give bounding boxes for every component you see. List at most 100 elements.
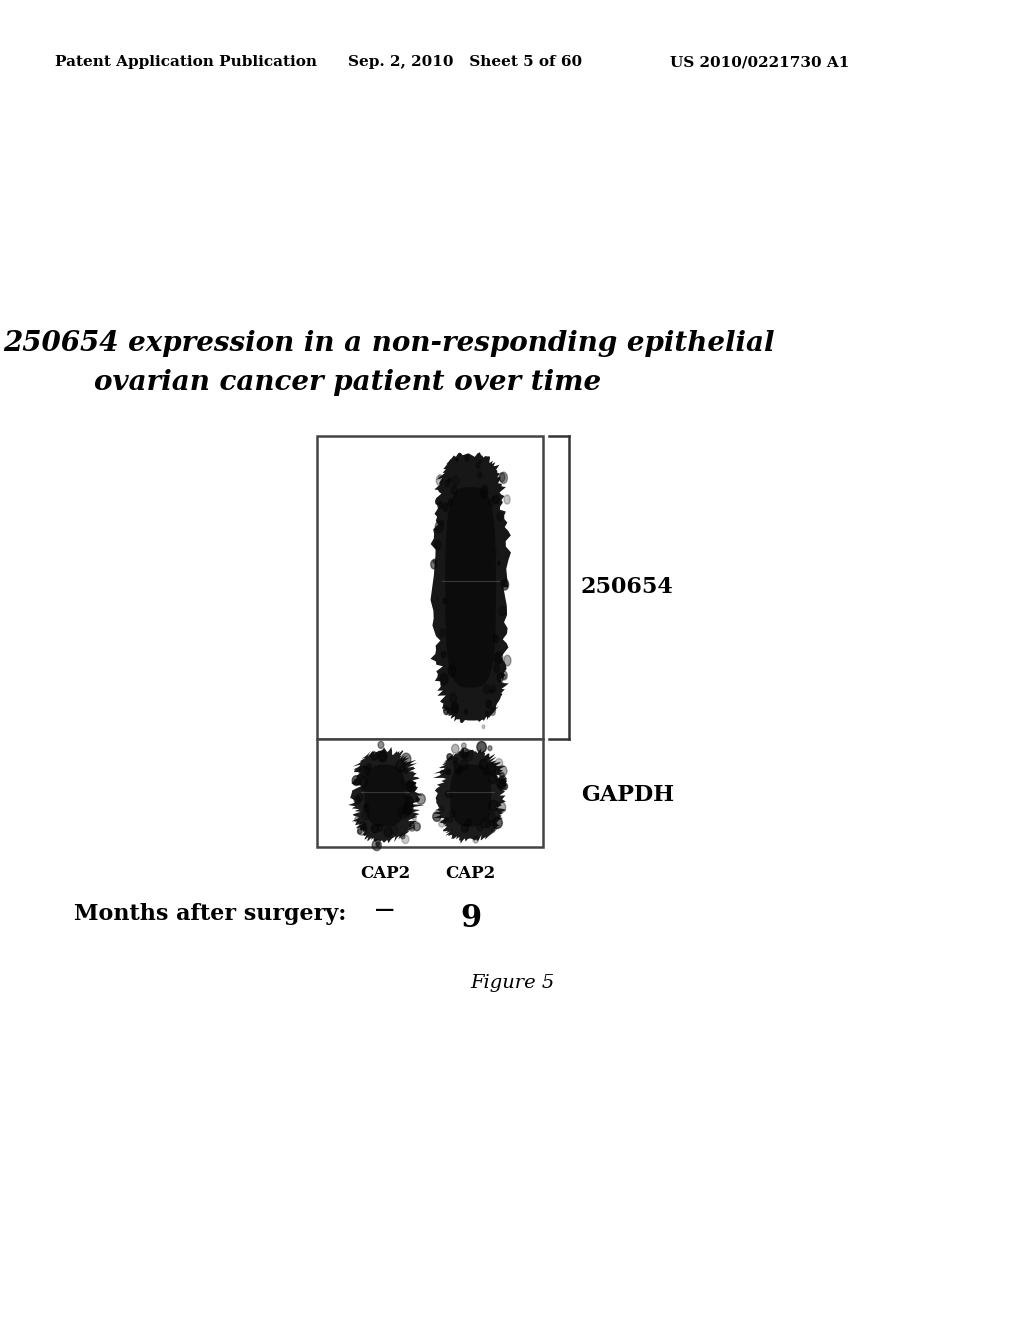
Ellipse shape — [479, 459, 481, 463]
Ellipse shape — [449, 665, 456, 676]
Ellipse shape — [497, 777, 506, 788]
Ellipse shape — [401, 836, 409, 843]
Ellipse shape — [460, 760, 468, 770]
Text: 250654: 250654 — [581, 577, 674, 598]
Ellipse shape — [356, 793, 362, 801]
Ellipse shape — [452, 486, 457, 495]
Ellipse shape — [417, 793, 425, 804]
Ellipse shape — [493, 772, 497, 777]
Ellipse shape — [410, 824, 415, 829]
Ellipse shape — [438, 807, 443, 812]
Ellipse shape — [499, 473, 505, 482]
Ellipse shape — [414, 822, 420, 830]
Ellipse shape — [473, 837, 478, 843]
Ellipse shape — [401, 754, 411, 764]
Ellipse shape — [497, 803, 506, 813]
Ellipse shape — [379, 752, 387, 762]
Ellipse shape — [352, 776, 360, 785]
Ellipse shape — [440, 673, 447, 685]
Ellipse shape — [384, 828, 392, 837]
Ellipse shape — [433, 812, 440, 821]
Ellipse shape — [495, 550, 497, 553]
Ellipse shape — [485, 755, 488, 759]
Ellipse shape — [466, 820, 471, 826]
Ellipse shape — [359, 777, 367, 787]
Ellipse shape — [453, 762, 457, 766]
Ellipse shape — [485, 711, 488, 715]
Polygon shape — [365, 764, 406, 826]
Ellipse shape — [378, 750, 387, 760]
Ellipse shape — [371, 752, 378, 760]
Ellipse shape — [412, 814, 417, 820]
Ellipse shape — [486, 700, 492, 708]
Ellipse shape — [410, 825, 415, 832]
Ellipse shape — [492, 496, 495, 500]
Ellipse shape — [406, 796, 409, 800]
Ellipse shape — [461, 748, 469, 758]
Ellipse shape — [485, 821, 490, 828]
Ellipse shape — [498, 780, 506, 791]
Ellipse shape — [436, 597, 438, 599]
Bar — [317, 436, 543, 739]
Ellipse shape — [480, 817, 489, 828]
Ellipse shape — [495, 652, 503, 664]
Ellipse shape — [504, 495, 510, 504]
Ellipse shape — [496, 759, 503, 767]
Ellipse shape — [376, 842, 380, 846]
Ellipse shape — [361, 825, 367, 832]
Ellipse shape — [406, 781, 413, 791]
Ellipse shape — [478, 764, 482, 770]
Ellipse shape — [482, 725, 484, 729]
Text: Months after surgery:: Months after surgery: — [74, 903, 346, 925]
Text: GAPDH: GAPDH — [581, 784, 674, 807]
Ellipse shape — [503, 675, 506, 678]
Text: US 2010/0221730 A1: US 2010/0221730 A1 — [670, 55, 849, 69]
Text: Figure 5: Figure 5 — [470, 974, 554, 993]
Ellipse shape — [494, 635, 499, 643]
Ellipse shape — [443, 706, 450, 714]
Ellipse shape — [408, 780, 414, 788]
Ellipse shape — [449, 499, 453, 506]
Ellipse shape — [483, 685, 489, 694]
Bar — [317, 739, 543, 847]
Ellipse shape — [445, 480, 450, 487]
Ellipse shape — [465, 455, 469, 461]
Ellipse shape — [372, 824, 379, 833]
Ellipse shape — [498, 673, 503, 682]
Ellipse shape — [406, 801, 413, 810]
Ellipse shape — [455, 764, 463, 775]
Ellipse shape — [488, 800, 498, 812]
Ellipse shape — [476, 462, 480, 469]
Ellipse shape — [361, 785, 365, 791]
Ellipse shape — [452, 706, 458, 715]
Ellipse shape — [437, 502, 442, 508]
Ellipse shape — [354, 796, 360, 804]
Ellipse shape — [449, 817, 453, 822]
Ellipse shape — [398, 808, 408, 818]
Ellipse shape — [494, 635, 497, 640]
Ellipse shape — [402, 804, 412, 814]
Ellipse shape — [504, 655, 511, 665]
Polygon shape — [348, 747, 424, 843]
Ellipse shape — [486, 763, 497, 775]
Ellipse shape — [441, 651, 445, 657]
Ellipse shape — [490, 708, 496, 715]
Ellipse shape — [445, 770, 450, 775]
Ellipse shape — [454, 763, 461, 772]
Ellipse shape — [444, 818, 447, 822]
Ellipse shape — [445, 791, 451, 797]
Ellipse shape — [477, 742, 486, 752]
Ellipse shape — [498, 766, 507, 776]
Ellipse shape — [493, 817, 503, 829]
Ellipse shape — [407, 781, 416, 792]
Ellipse shape — [400, 766, 406, 772]
Ellipse shape — [490, 685, 496, 693]
Ellipse shape — [390, 825, 397, 834]
Ellipse shape — [365, 767, 370, 774]
Ellipse shape — [436, 475, 443, 486]
Ellipse shape — [494, 664, 500, 673]
Ellipse shape — [438, 820, 444, 828]
Ellipse shape — [487, 812, 495, 821]
Ellipse shape — [477, 824, 483, 832]
Ellipse shape — [449, 478, 451, 482]
